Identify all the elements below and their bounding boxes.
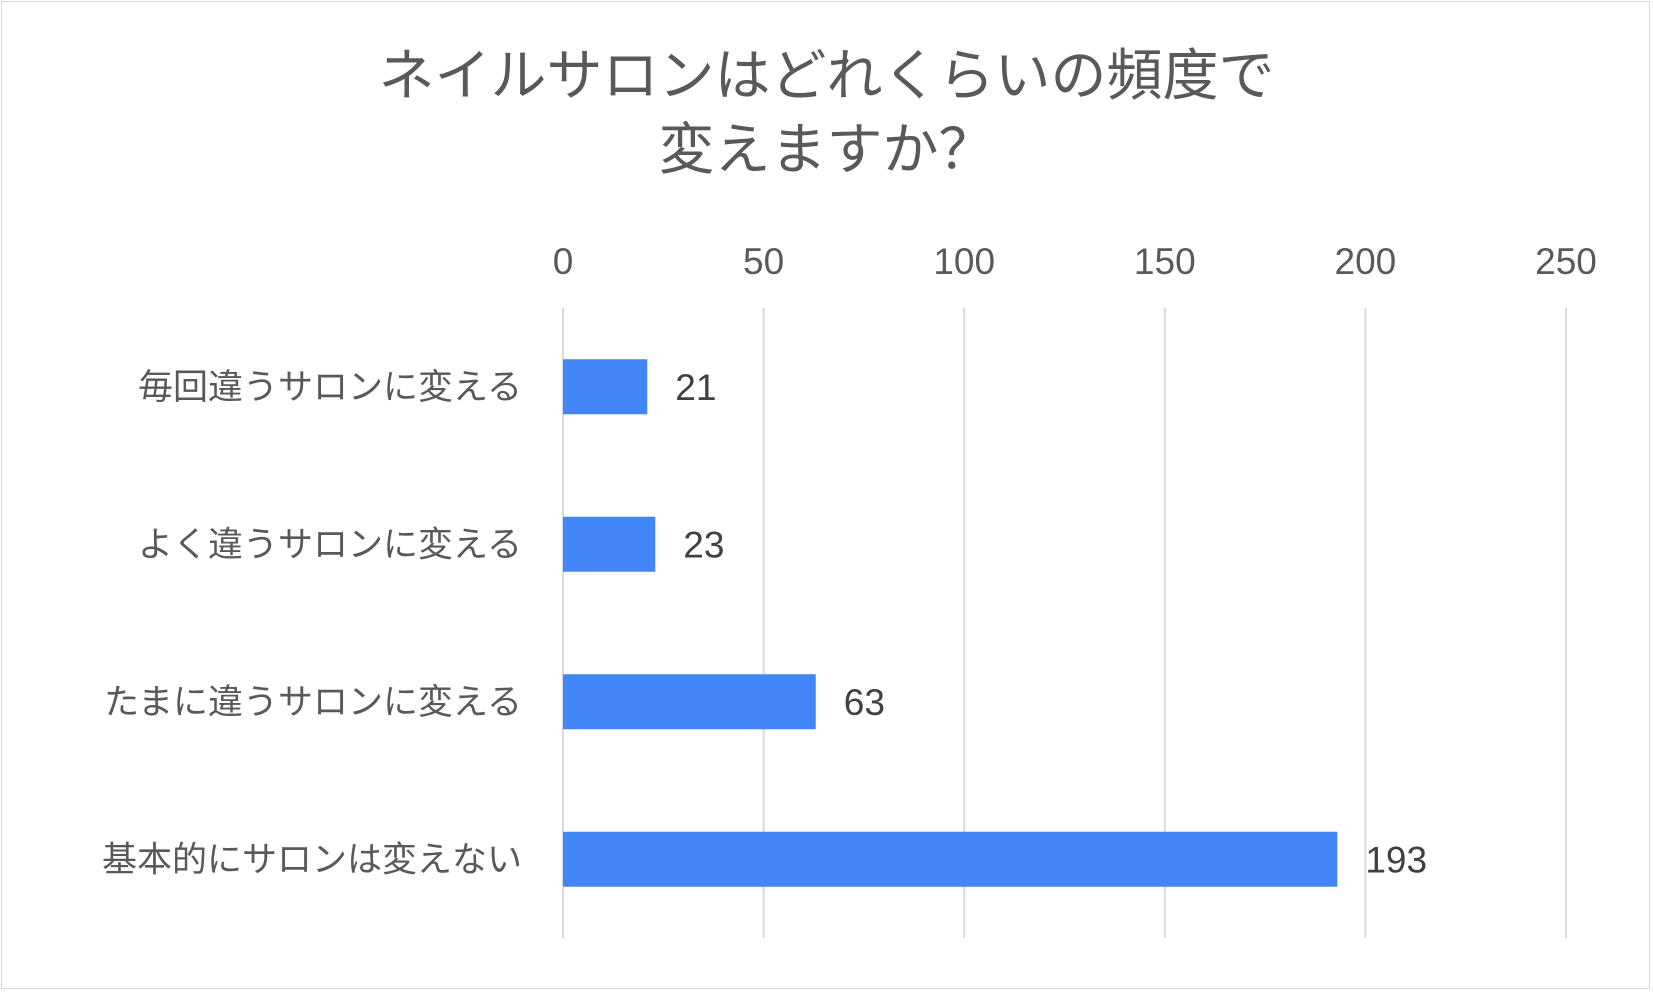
bar-2 xyxy=(563,516,656,572)
bar-3 xyxy=(563,674,816,730)
data-label-4: 193 xyxy=(1365,839,1427,880)
data-label-2: 23 xyxy=(683,524,724,565)
bar-1 xyxy=(563,359,648,415)
x-tick-label-0: 0 xyxy=(553,241,574,282)
chart-title: ネイルサロンはどれくらいの頻度で 変えますか？ xyxy=(0,40,1653,188)
category-label-3: たまに違うサロンに変える xyxy=(104,683,522,723)
data-label-3: 63 xyxy=(844,682,885,723)
chart-title-line-1: ネイルサロンはどれくらいの頻度で xyxy=(378,44,1275,109)
data-label-1: 21 xyxy=(675,367,716,408)
x-tick-label-150: 150 xyxy=(1134,241,1196,282)
x-tick-label-200: 200 xyxy=(1335,241,1397,282)
x-tick-label-100: 100 xyxy=(933,241,995,282)
category-label-1: 毎回違うサロンに変える xyxy=(138,368,522,408)
x-tick-label-50: 50 xyxy=(743,241,784,282)
bar-4 xyxy=(563,831,1338,887)
category-label-4: 基本的にサロンは変えない xyxy=(102,840,522,880)
x-tick-label-250: 250 xyxy=(1535,241,1597,282)
category-label-2: よく違うサロンに変える xyxy=(138,525,522,565)
chart-title-line-2: 変えますか？ xyxy=(658,118,995,183)
